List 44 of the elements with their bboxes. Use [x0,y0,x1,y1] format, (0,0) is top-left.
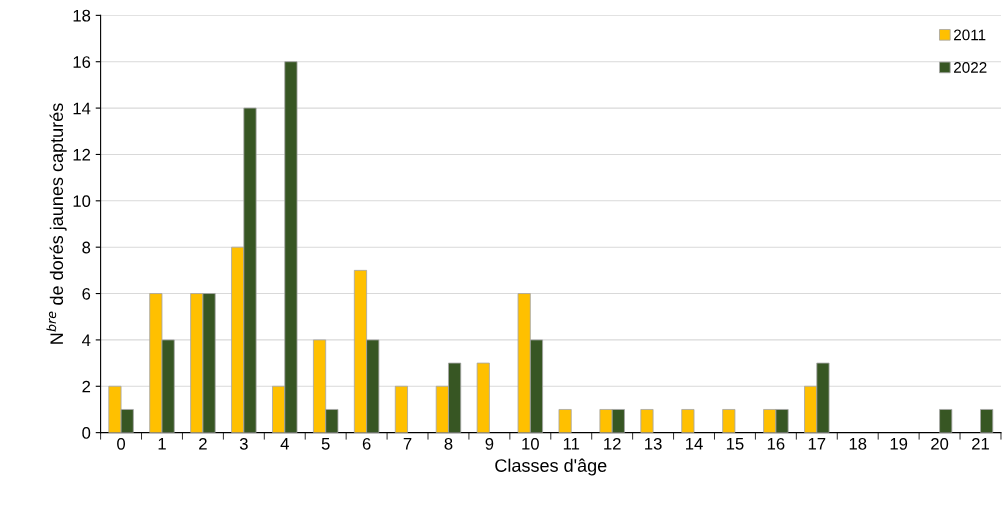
x-tick-label: 10 [522,437,539,450]
x-tick-label: 9 [485,437,494,450]
y-tick-label: 16 [73,56,91,68]
bar [681,409,695,433]
bar [939,409,953,433]
x-tick-label: 1 [158,438,166,450]
x-tick-label: 12 [604,437,621,450]
legend-label: 2011 [954,29,986,41]
x-tick-label: 6 [362,437,371,450]
x-tick-label: 3 [239,437,248,450]
x-tick-label: 16 [767,437,785,450]
y-tick-label: 8 [82,241,91,254]
bar [394,385,408,433]
x-tick-label: 15 [726,438,744,450]
y-tick-label: 2 [82,380,91,393]
x-tick-label: 13 [645,437,662,450]
y-tick-label: 12 [73,148,91,161]
y-tick-label: 6 [82,287,91,300]
bar [476,362,490,433]
y-tick-label: 4 [81,334,91,346]
y-axis-title: N$^{bre}$ de dorés jaunes capturés [46,103,67,344]
bar [558,409,572,433]
y-tick-label: 10 [73,195,91,208]
y-tick-label: 18 [73,9,91,22]
legend-label: 2022 [954,62,987,73]
y-tick-label: 0 [82,427,91,439]
y-tick-label: 14 [73,102,91,115]
x-tick-label: 20 [931,437,949,450]
x-tick-label: 17 [808,438,826,450]
x-axis-title: Classes d'âge [495,458,607,476]
x-tick-label: 21 [972,437,989,450]
x-tick-label: 5 [321,438,330,450]
bar [722,409,736,433]
x-tick-label: 0 [117,437,126,450]
x-tick-label: 18 [849,437,867,450]
x-tick-label: 2 [199,437,207,450]
x-tick-label: 11 [563,438,580,450]
x-tick-label: 7 [403,438,412,450]
x-tick-label: 19 [890,437,908,450]
x-tick-label: 4 [280,438,289,450]
bar [640,409,654,433]
x-tick-label: 8 [444,437,453,450]
x-tick-label: 14 [686,438,703,450]
bar [980,409,994,433]
